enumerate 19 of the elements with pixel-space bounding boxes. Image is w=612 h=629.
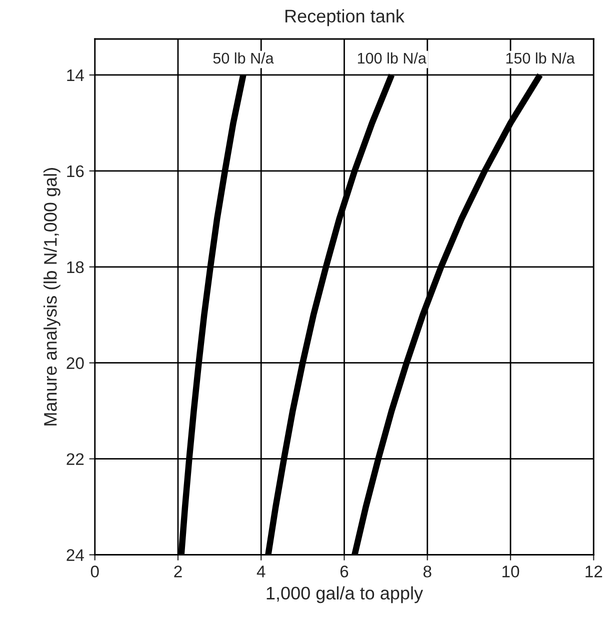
y-tick-label: 22 (66, 453, 84, 465)
x-tick-label: 10 (502, 566, 520, 578)
y-tick-label: 14 (67, 70, 84, 82)
y-tick-label: 18 (67, 261, 84, 274)
x-tick-label: 8 (423, 566, 432, 578)
annotation: 150 lb N/a (506, 52, 575, 64)
chart-title: Reception tank (286, 9, 405, 26)
x-tick-label: 12 (586, 566, 602, 578)
y-tick-label: 20 (66, 357, 84, 370)
y-tick-label: 16 (67, 165, 84, 178)
y-tick-label: 24 (66, 549, 84, 561)
annotation: 50 lb N/a (213, 52, 274, 64)
y-axis-title: Manure analysis (lb N/1,000 gal) (44, 168, 60, 426)
annotation: 100 lb N/a (358, 52, 426, 64)
x-tick-label: 2 (174, 566, 182, 578)
x-axis-title: 1,000 gal/a to apply (266, 586, 424, 604)
x-tick-label: 6 (340, 566, 348, 578)
x-tick-label: 4 (256, 566, 266, 578)
x-tick-label: 0 (90, 566, 99, 578)
